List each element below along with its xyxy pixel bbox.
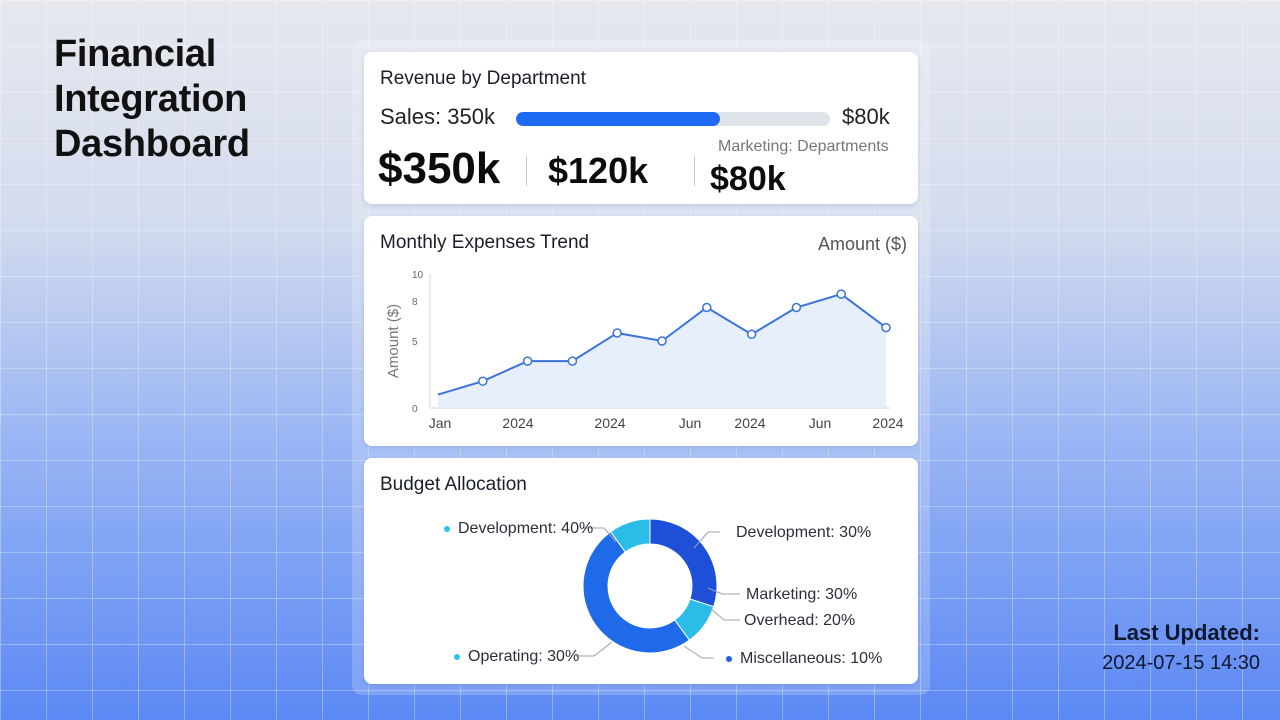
revenue-figure-second: $120k [548, 150, 649, 191]
data-point [612, 328, 622, 338]
trend-axis-note: Amount ($) [818, 234, 908, 254]
revenue-bar-row: Sales: 350k $80k [380, 104, 900, 134]
last-updated-label: Last Updated: [1113, 620, 1260, 645]
x-tick-label: 2024 [502, 415, 533, 431]
last-updated-value: 2024-07-15 14:30 [1102, 652, 1260, 674]
budget-label-text: Development: 40% [458, 520, 594, 537]
budget-allocation-card: Budget Allocation Development: 40% Devel… [364, 458, 918, 684]
revenue-progress-bar [516, 112, 830, 126]
budget-label-text: Operating: 30% [468, 648, 580, 665]
revenue-sub-label: Marketing: Departments [718, 138, 889, 155]
revenue-figure-third: $80k [710, 160, 786, 198]
y-tick-label: 5 [412, 337, 418, 348]
y-tick-label: 0 [412, 404, 418, 415]
y-tick-label: 10 [412, 270, 424, 281]
data-point [881, 322, 891, 333]
data-point [746, 329, 757, 340]
budget-label-text: Marketing: 30% [746, 586, 858, 603]
expenses-trend-card: Monthly Expenses Trend Amount ($) 0 5 8 10 A… [364, 216, 918, 446]
revenue-progress-fill [516, 112, 721, 126]
legend-dot [726, 655, 732, 662]
revenue-bar-label: Sales: 350k [380, 104, 495, 129]
trend-card-title: Monthly Expenses Trend [380, 232, 590, 253]
leader-line [584, 527, 617, 543]
pie-slice [609, 518, 651, 553]
x-tick-label: 2024 [734, 415, 765, 431]
last-updated: Last Updated: 2024-07-15 14:30 [1060, 620, 1260, 675]
x-tick-label: 2024 [594, 415, 625, 431]
x-tick-label: Jun [809, 415, 832, 431]
data-point [836, 289, 846, 299]
area-fill [438, 294, 886, 408]
budget-label-text: Development: 30% [736, 524, 872, 541]
budget-label-development-right: Development: 30% [736, 524, 871, 542]
data-point [567, 356, 578, 366]
x-tick-label: Jan [429, 415, 452, 431]
budget-label-text: Overhead: 20% [744, 612, 856, 629]
budget-label-miscellaneous: Miscellaneous: 10% [726, 650, 882, 668]
revenue-figure-sales: $350k [378, 144, 501, 193]
legend-dot [454, 653, 460, 660]
x-tick-label: 2024 [872, 415, 903, 431]
leader-line [709, 607, 740, 621]
x-tick-label: Jun [679, 415, 702, 431]
y-axis-label: Amount ($) [385, 304, 402, 378]
revenue-divider [526, 156, 527, 186]
data-point [702, 302, 712, 313]
revenue-card: Revenue by Department Sales: 350k $80k M… [364, 52, 918, 204]
budget-label-text: Miscellaneous: 10% [740, 650, 883, 667]
revenue-divider [694, 156, 695, 186]
budget-label-operating: Operating: 30% [454, 648, 579, 666]
budget-donut-chart [576, 518, 740, 659]
revenue-card-title: Revenue by Department [380, 68, 586, 89]
revenue-bar-end-label: $80k [842, 104, 890, 129]
legend-dot [444, 525, 450, 532]
leader-line [683, 645, 714, 659]
data-point [791, 302, 802, 313]
y-tick-label: 8 [412, 297, 418, 308]
donut-hole [610, 546, 690, 626]
budget-label-overhead: Overhead: 20% [744, 612, 855, 630]
leader-line [576, 641, 613, 657]
data-point [478, 376, 488, 386]
expenses-trend-chart: 0 5 8 10 Amount ($) Jan 2024 2024 Jun 2024 Jun 2024 [385, 270, 904, 431]
leader-line [707, 587, 740, 595]
leader-line [693, 531, 720, 549]
data-point [657, 336, 667, 346]
budget-card-title: Budget Allocation [380, 474, 527, 495]
budget-label-marketing: Marketing: 30% [746, 586, 857, 604]
budget-label-development-left: Development: 40% [444, 520, 593, 538]
data-point [522, 356, 533, 366]
page-title: Financial Integration Dashboard [54, 33, 250, 165]
pie-slice [582, 531, 691, 654]
